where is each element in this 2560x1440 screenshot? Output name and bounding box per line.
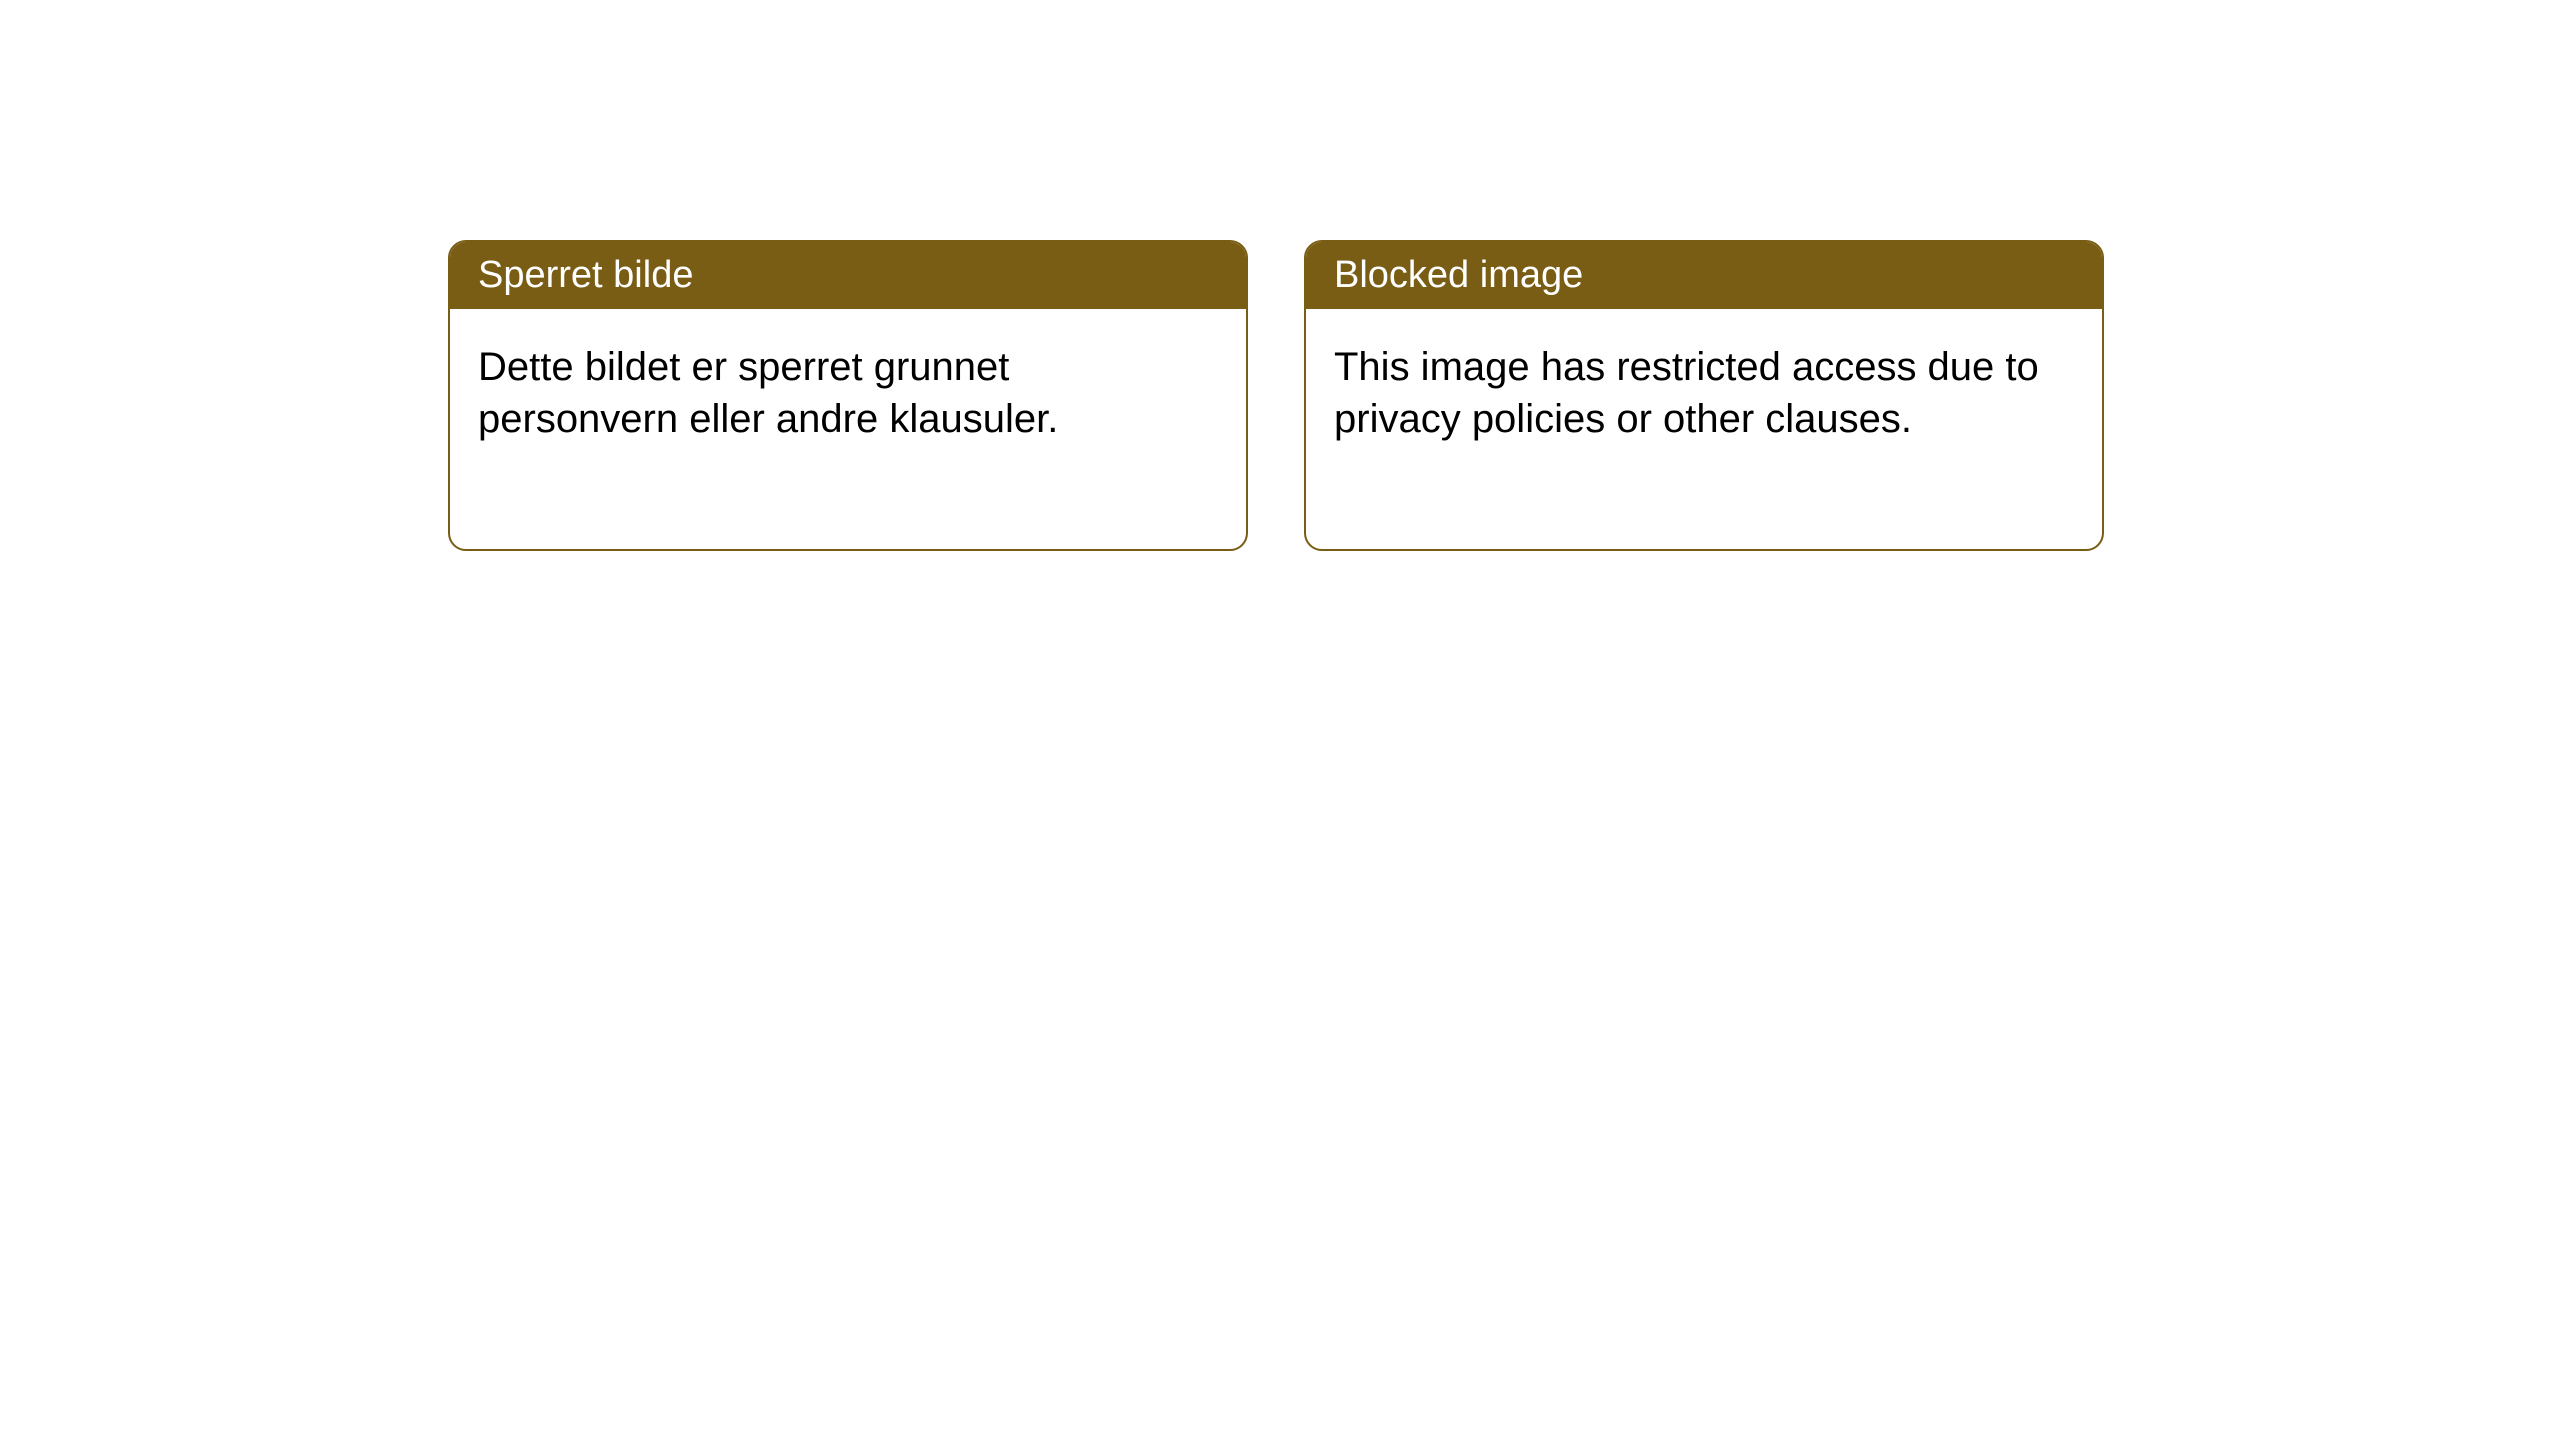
panel-norwegian: Sperret bilde Dette bildet er sperret gr… xyxy=(448,240,1248,551)
panel-header-norwegian: Sperret bilde xyxy=(450,242,1246,309)
panel-title: Sperret bilde xyxy=(478,254,693,296)
panel-body-text: Dette bildet er sperret grunnet personve… xyxy=(478,345,1058,441)
blocked-image-panels: Sperret bilde Dette bildet er sperret gr… xyxy=(448,240,2104,551)
panel-body-norwegian: Dette bildet er sperret grunnet personve… xyxy=(450,309,1246,549)
panel-header-english: Blocked image xyxy=(1306,242,2102,309)
panel-body-english: This image has restricted access due to … xyxy=(1306,309,2102,549)
panel-body-text: This image has restricted access due to … xyxy=(1334,345,2039,441)
panel-title: Blocked image xyxy=(1334,254,1583,296)
panel-english: Blocked image This image has restricted … xyxy=(1304,240,2104,551)
